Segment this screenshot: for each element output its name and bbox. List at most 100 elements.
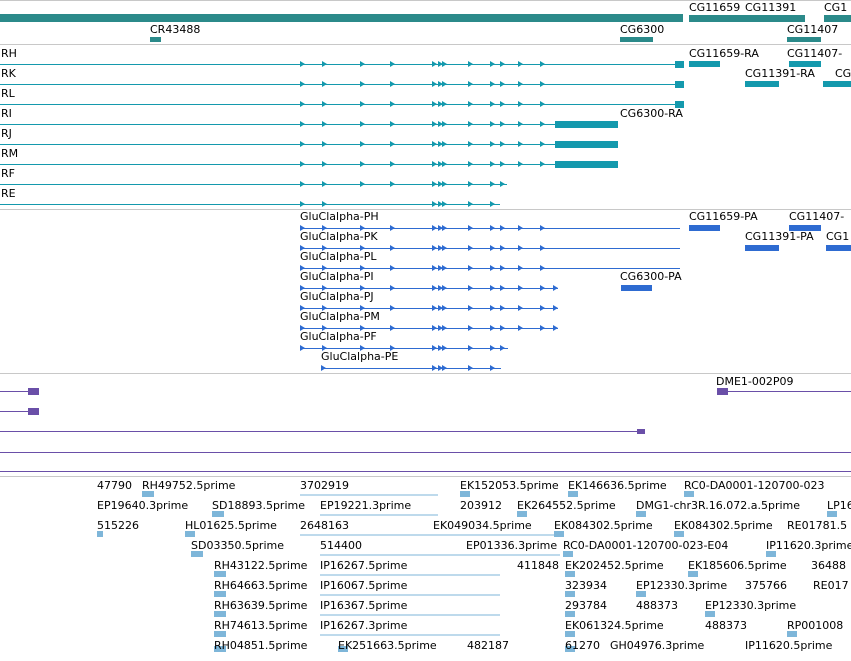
est-label[interactable]: 203912: [460, 499, 502, 512]
gene-label-cg6300[interactable]: CG6300: [620, 23, 665, 36]
est-feature-block[interactable]: [460, 491, 470, 497]
est-feature-block[interactable]: [684, 491, 694, 497]
transcript-line-re[interactable]: [0, 204, 500, 205]
cds-line-pj[interactable]: [300, 308, 558, 309]
transcript-label-cg6300-ra[interactable]: CG6300-RA: [620, 107, 683, 120]
est-label[interactable]: EK049034.5prime: [433, 519, 532, 532]
est-feature-block[interactable]: [568, 491, 578, 497]
est-label[interactable]: 323934: [565, 579, 607, 592]
est-feature-block[interactable]: [787, 631, 797, 637]
est-feature-block[interactable]: [827, 511, 837, 517]
est-label[interactable]: 3702919: [300, 479, 349, 492]
est-label[interactable]: EK146636.5prime: [568, 479, 667, 492]
est-feature-block[interactable]: [565, 611, 575, 617]
transcript-row-label-re[interactable]: RE: [1, 187, 16, 200]
gene-label-cr43488[interactable]: CR43488: [150, 23, 201, 36]
est-label[interactable]: 36488: [811, 559, 846, 572]
cds-line-pm[interactable]: [300, 328, 558, 329]
est-label[interactable]: RE01781.5: [787, 519, 848, 532]
est-label[interactable]: IP16267.3prime: [320, 619, 408, 632]
est-feature-block[interactable]: [142, 491, 154, 497]
est-feature-block[interactable]: [636, 591, 646, 597]
est-label[interactable]: IP16067.5prime: [320, 579, 408, 592]
est-feature-block[interactable]: [338, 646, 348, 652]
purple-line-4[interactable]: [0, 452, 851, 453]
gene-bar-cg6300[interactable]: [620, 37, 653, 42]
cds-label-pk[interactable]: GluClalpha-PK: [300, 230, 378, 243]
cds-label-pj[interactable]: GluClalpha-PJ: [300, 290, 374, 303]
est-label[interactable]: IP11620.5prime: [745, 639, 833, 652]
est-label[interactable]: EK185606.5prime: [688, 559, 787, 572]
est-feature-block[interactable]: [565, 631, 575, 637]
cds-line-pe[interactable]: [321, 368, 501, 369]
est-label[interactable]: 61270: [565, 639, 600, 652]
transcript-label-cg11659-ra[interactable]: CG11659-RA: [689, 47, 759, 60]
purple-line-2[interactable]: [0, 411, 38, 412]
est-label[interactable]: RH64663.5prime: [214, 579, 308, 592]
gene-bar-cg11659[interactable]: [689, 15, 747, 22]
transcript-label-cg11407[interactable]: CG11407-: [787, 47, 843, 60]
est-feature-block[interactable]: [214, 646, 226, 652]
transcript-row-label-rk[interactable]: RK: [1, 67, 16, 80]
cds-label-cg6300-pa[interactable]: CG6300-PA: [620, 270, 682, 283]
est-feature-block[interactable]: [563, 551, 573, 557]
est-label[interactable]: 515226: [97, 519, 139, 532]
est-label[interactable]: RH43122.5prime: [214, 559, 308, 572]
est-label[interactable]: SD18893.5prime: [212, 499, 305, 512]
cds-label-pf[interactable]: GluClalpha-PF: [300, 330, 377, 343]
transcript-label-cg[interactable]: CG: [835, 67, 851, 80]
est-feature-block[interactable]: [212, 511, 224, 517]
est-feature-block[interactable]: [674, 531, 684, 537]
est-label[interactable]: SD03350.5prime: [191, 539, 284, 552]
cds-cg11391-pa-bar[interactable]: [745, 245, 779, 251]
est-feature-block[interactable]: [565, 571, 575, 577]
est-label[interactable]: 482187: [467, 639, 509, 652]
est-label[interactable]: RC0-DA0001-120700-023: [684, 479, 825, 492]
est-label[interactable]: 47790: [97, 479, 132, 492]
est-feature-block[interactable]: [214, 611, 226, 617]
est-label[interactable]: EK084302.5prime: [674, 519, 773, 532]
est-label[interactable]: IP16367.5prime: [320, 599, 408, 612]
est-label[interactable]: 293784: [565, 599, 607, 612]
est-label[interactable]: EK061324.5prime: [565, 619, 664, 632]
est-label[interactable]: 2648163: [300, 519, 349, 532]
transcript-cg11391-ra-bar[interactable]: [745, 81, 779, 87]
est-feature-block[interactable]: [214, 571, 226, 577]
transcript-row-label-rh[interactable]: RH: [1, 47, 17, 60]
transcript-line-rh[interactable]: [0, 64, 683, 65]
cds-label-pl[interactable]: GluClalpha-PL: [300, 250, 377, 263]
est-label[interactable]: EP12330.3prime: [636, 579, 728, 592]
est-label[interactable]: 375766: [745, 579, 787, 592]
cds-line-pf[interactable]: [300, 348, 508, 349]
gene-bar-cr43488[interactable]: [150, 37, 161, 42]
cds-label-cg11659-pa[interactable]: CG11659-PA: [689, 210, 758, 223]
est-label[interactable]: EP19221.3prime: [320, 499, 412, 512]
est-feature-block[interactable]: [97, 531, 103, 537]
cds-cg6300-pa-bar[interactable]: [621, 285, 652, 291]
gene-bar-cg11391[interactable]: [747, 15, 805, 22]
purple-line-5[interactable]: [0, 471, 851, 472]
transcript-line-ri[interactable]: [0, 124, 615, 125]
cds-label-cg11391-pa[interactable]: CG11391-PA: [745, 230, 814, 243]
est-label[interactable]: DMG1-chr3R.16.072.a.5prime: [636, 499, 801, 512]
est-label[interactable]: RH74613.5prime: [214, 619, 308, 632]
transcript-row-label-rl[interactable]: RL: [1, 87, 15, 100]
purple-line-3[interactable]: [0, 431, 645, 432]
est-label[interactable]: RH63639.5prime: [214, 599, 308, 612]
est-feature-block[interactable]: [191, 551, 203, 557]
est-label[interactable]: EK084302.5prime: [554, 519, 653, 532]
gene-label-cg1[interactable]: CG1: [824, 1, 848, 14]
cds-label-ph[interactable]: GluClalpha-PH: [300, 210, 379, 223]
est-label[interactable]: EK202452.5prime: [565, 559, 664, 572]
gene-label-cg11659[interactable]: CG11659: [689, 1, 741, 14]
est-label[interactable]: RH49752.5prime: [142, 479, 236, 492]
cds-label-pe[interactable]: GluClalpha-PE: [321, 350, 399, 363]
transcript-row-label-rj[interactable]: RJ: [1, 127, 12, 140]
est-label[interactable]: IP11620.3prime: [766, 539, 851, 552]
est-feature-block[interactable]: [705, 611, 715, 617]
est-label[interactable]: LP16: [827, 499, 851, 512]
est-label[interactable]: 488373: [636, 599, 678, 612]
transcript-line-rj[interactable]: [0, 144, 615, 145]
est-label[interactable]: EP01336.3prime: [466, 539, 558, 552]
cds-label-pm[interactable]: GluClalpha-PM: [300, 310, 380, 323]
